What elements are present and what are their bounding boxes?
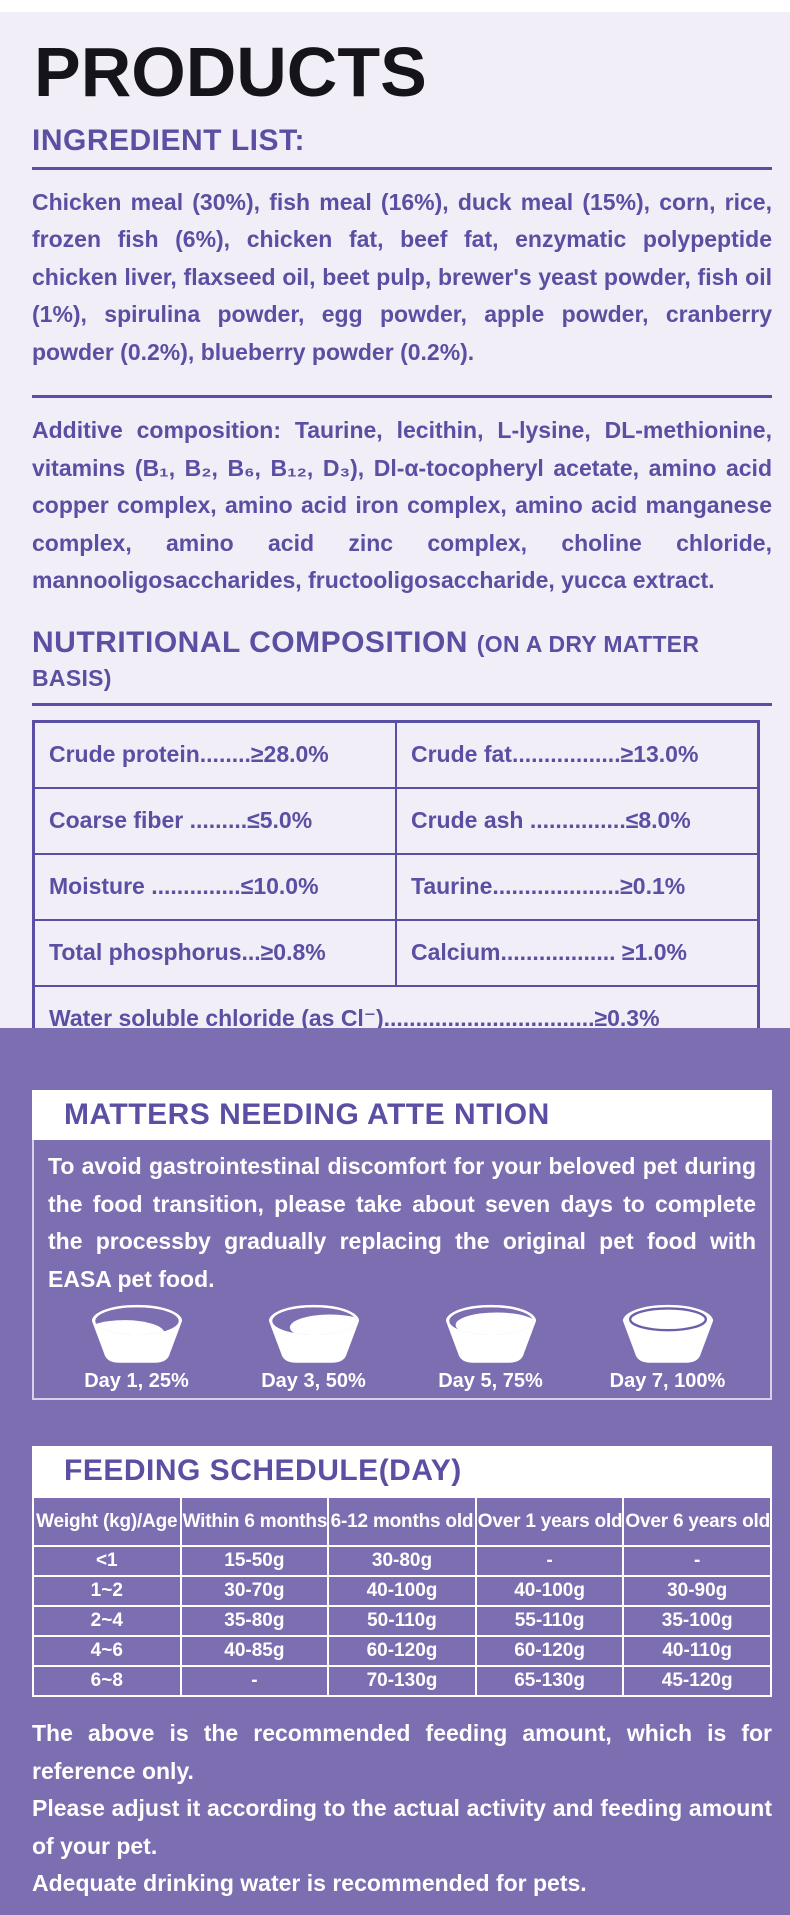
nutrition-cell: Crude fat.................≥13.0%: [395, 720, 760, 789]
feeding-table-body: <1 15-50g 30-80g - -1~2 30-70g 40-100g 40-100g 3…: [32, 1545, 772, 1697]
footer-note: The above is the recommended feeding amo…: [32, 1720, 772, 1784]
feeding-cell: 40-85g: [179, 1635, 330, 1667]
nutrition-cell: Total phosphorus...≥0.8%: [32, 918, 397, 987]
bowl-label: Day 7, 100%: [609, 1370, 726, 1392]
bowl-item: Day 3, 50%: [225, 1300, 402, 1393]
feeding-heading: FEEDING SCHEDULE(DAY): [64, 1454, 462, 1487]
footer-note: Please adjust it according to the actual…: [32, 1795, 772, 1859]
feeding-cell: 30-80g: [327, 1545, 477, 1577]
food-bowl-icon: [435, 1300, 547, 1366]
feeding-cell: 1~2: [32, 1575, 182, 1607]
feeding-column-header: Weight (kg)/Age: [32, 1496, 182, 1547]
feeding-cell: 15-50g: [179, 1545, 330, 1577]
matters-heading: MATTERS NEEDING ATTE NTION: [64, 1098, 550, 1131]
nutrition-row-full: Water soluble chloride (as Cl⁻).........…: [32, 984, 760, 1028]
food-bowl-icon: [612, 1300, 724, 1366]
feeding-table: Weight (kg)/Age Within 6 months 6-12 month…: [32, 1496, 772, 1697]
ingredient-list-heading: INGREDIENT LIST:: [32, 124, 772, 170]
feeding-cell: 35-100g: [622, 1605, 772, 1637]
feeding-cell: 55-110g: [474, 1605, 625, 1637]
feeding-cell: 4~6: [32, 1635, 182, 1667]
nutrition-heading: NUTRITIONAL COMPOSITION (ON A DRY MATTER…: [32, 626, 772, 706]
nutrition-heading-main: NUTRITIONAL COMPOSITION: [32, 625, 468, 659]
feeding-heading-bar: FEEDING SCHEDULE(DAY): [32, 1446, 772, 1496]
feeding-cell: 65-130g: [474, 1665, 625, 1697]
feeding-table-head: Weight (kg)/Age Within 6 months 6-12 month…: [32, 1496, 772, 1547]
nutrition-row: Crude protein........≥28.0% Crude fat....…: [32, 720, 760, 789]
nutrition-cell: Crude ash ...............≤8.0%: [395, 786, 760, 855]
nutrition-heading-suffix: (ON A DRY MATTER BASIS): [32, 630, 700, 691]
feeding-cell: 70-130g: [327, 1665, 477, 1697]
nutrition-cell: Crude protein........≥28.0%: [32, 720, 397, 789]
nutrition-cell: Moisture ..............≤10.0%: [32, 852, 397, 921]
feeding-cell: 30-70g: [179, 1575, 330, 1607]
page-title: PRODUCTS: [34, 33, 427, 111]
bowl-label: Day 3, 50%: [261, 1370, 366, 1392]
feeding-row: 6~8-70-130g 65-130g 45-120g: [32, 1665, 772, 1697]
food-bowl-icon: [258, 1300, 370, 1366]
feeding-cell: 2~4: [32, 1605, 182, 1637]
nutrition-cell: Taurine....................≥0.1%: [395, 852, 760, 921]
bowl-item: Day 5, 75%: [402, 1300, 579, 1393]
nutrition-table-body: Crude protein........≥28.0% Crude fat....…: [32, 720, 760, 1028]
nutrition-cell: Calcium.................. ≥1.0%: [395, 918, 760, 987]
additive-paragraph: Additive composition: Taurine, lecithin,…: [32, 417, 772, 593]
matters-body-text: To avoid gastrointestinal discomfort for…: [48, 1153, 756, 1292]
matters-heading-bar: MATTERS NEEDING ATTE NTION: [32, 1090, 772, 1140]
food-bowl-icon: [81, 1300, 193, 1366]
feeding-cell: 40-100g: [327, 1575, 477, 1607]
feeding-row: 2~4 35-80g 50-110g 55-110g 35-100g: [32, 1605, 772, 1637]
nutrition-cell-full: Water soluble chloride (as Cl⁻).........…: [32, 984, 760, 1028]
feeding-cell: 30-90g: [622, 1575, 772, 1607]
feeding-header-row: Weight (kg)/Age Within 6 months 6-12 month…: [32, 1496, 772, 1547]
footer-note: Adequate drinking water is recommended f…: [32, 1870, 587, 1896]
feeding-cell: -: [622, 1545, 772, 1577]
feeding-row: <1 15-50g 30-80g - -: [32, 1545, 772, 1577]
feeding-row: 1~2 30-70g 40-100g 40-100g 30-90g: [32, 1575, 772, 1607]
bowl-item: Day 7, 100%: [579, 1300, 756, 1393]
feeding-cell: -: [179, 1665, 330, 1697]
bowl-item: Day 1, 25%: [48, 1300, 225, 1393]
feeding-column-header: Over 6 years old: [622, 1496, 772, 1547]
nutrition-row: Moisture ..............≤10.0% Taurine....…: [32, 852, 760, 921]
feeding-row: 4~6 40-85g 60-120g 60-120g 40-110g: [32, 1635, 772, 1667]
footer-notes: The above is the recommended feeding amo…: [32, 1715, 772, 1903]
feeding-cell: <1: [32, 1545, 182, 1577]
feeding-cell: 60-120g: [327, 1635, 477, 1667]
nutrition-table: Crude protein........≥28.0% Crude fat....…: [32, 719, 760, 1028]
top-white-strip: [0, 0, 790, 12]
feeding-cell: 6~8: [32, 1665, 182, 1697]
feeding-cell: 45-120g: [622, 1665, 772, 1697]
ingredient-paragraph: Chicken meal (30%), fish meal (16%), duc…: [32, 188, 772, 365]
nutrition-row: Coarse fiber .........≤5.0% Crude ash ...…: [32, 786, 760, 855]
usage-section: MATTERS NEEDING ATTE NTION To avoid gast…: [0, 1028, 790, 1915]
transition-bowls-row: Day 1, 25% Day 3, 50% Day 5, 75% Day 7, 100…: [48, 1300, 756, 1393]
feeding-cell: 40-110g: [622, 1635, 772, 1667]
feeding-cell: 40-100g: [474, 1575, 625, 1607]
matters-box: To avoid gastrointestinal discomfort for…: [32, 1140, 772, 1400]
bowl-label: Day 5, 75%: [438, 1370, 543, 1392]
feeding-cell: 35-80g: [179, 1605, 330, 1637]
feeding-column-header: 6-12 months old: [327, 1496, 477, 1547]
product-info-section: PRODUCTS INGREDIENT LIST: Chicken meal (…: [0, 12, 790, 1028]
section-divider: [32, 395, 772, 398]
feeding-schedule-section: FEEDING SCHEDULE(DAY) Weight (kg)/Age Wit…: [32, 1446, 772, 1697]
nutrition-cell: Coarse fiber .........≤5.0%: [32, 786, 397, 855]
nutrition-row: Total phosphorus...≥0.8% Calcium.........…: [32, 918, 760, 987]
feeding-cell: 60-120g: [474, 1635, 625, 1667]
feeding-column-header: Over 1 years old: [474, 1496, 625, 1547]
feeding-cell: 50-110g: [327, 1605, 477, 1637]
feeding-cell: -: [474, 1545, 625, 1577]
feeding-column-header: Within 6 months: [179, 1496, 330, 1547]
bowl-label: Day 1, 25%: [84, 1370, 189, 1392]
